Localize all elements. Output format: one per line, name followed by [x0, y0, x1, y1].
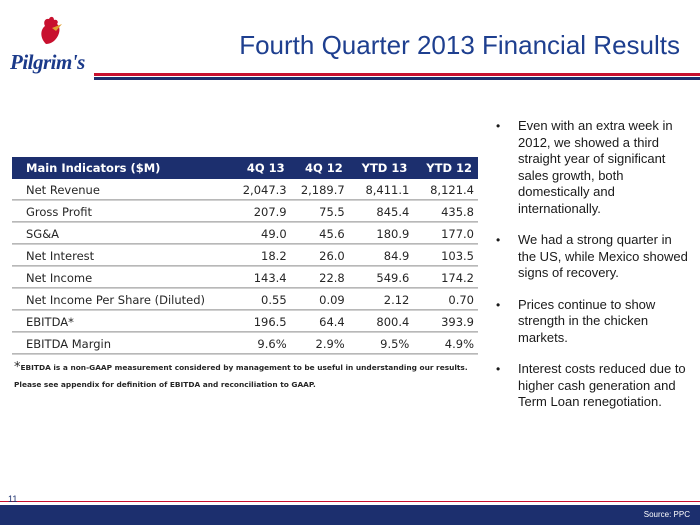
column-header: YTD 13 — [348, 157, 414, 179]
row-label: EBITDA* — [12, 310, 233, 333]
table-cell: 64.4 — [290, 310, 349, 333]
table-cell: 143.4 — [232, 266, 291, 289]
column-header: YTD 12 — [413, 157, 478, 179]
commentary-bullets: • Even with an extra week in 2012, we sh… — [496, 118, 691, 426]
table-cell: 45.6 — [290, 222, 349, 245]
table-row: Net Income Per Share (Diluted) 0.55 0.09… — [12, 288, 478, 311]
brand-name: Pilgrim's — [10, 50, 85, 74]
bullet-item: • Interest costs reduced due to higher c… — [496, 361, 691, 411]
bullet-text: Prices continue to show strength in the … — [518, 296, 656, 345]
footnote-asterisk: * — [14, 360, 21, 375]
row-label: SG&A — [12, 222, 233, 245]
financial-table-panel: Main Indicators ($M) 4Q 13 4Q 12 YTD 13 … — [12, 157, 478, 393]
bullet-item: • Even with an extra week in 2012, we sh… — [496, 118, 691, 217]
table-cell: 2,189.7 — [290, 179, 349, 201]
table-cell: 393.9 — [413, 310, 478, 333]
table-header-row: Main Indicators ($M) 4Q 13 4Q 12 YTD 13 … — [12, 157, 478, 179]
table-cell: 180.9 — [348, 222, 414, 245]
table-cell: 196.5 — [232, 310, 291, 333]
table-cell: 26.0 — [290, 244, 349, 267]
bullet-dot-icon: • — [496, 297, 501, 312]
table-cell: 4.9% — [413, 332, 478, 355]
column-header: Main Indicators ($M) — [12, 157, 233, 179]
bullet-dot-icon: • — [496, 233, 501, 247]
rooster-icon — [41, 16, 62, 44]
table-cell: 177.0 — [413, 222, 478, 245]
bullet-dot-icon: • — [496, 362, 501, 376]
table-cell: 8,121.4 — [413, 179, 478, 201]
table-cell: 549.6 — [348, 266, 414, 289]
bullet-text: We had a strong quarter in the US, while… — [518, 232, 688, 280]
table-row: EBITDA* 196.5 64.4 800.4 393.9 — [12, 310, 478, 333]
table-cell: 22.8 — [290, 266, 349, 289]
table-cell: 75.5 — [290, 200, 349, 223]
table-cell: 0.70 — [413, 288, 478, 311]
table-footnote: *EBITDA is a non-GAAP measurement consid… — [12, 359, 478, 393]
source-note: Source: PPC — [643, 510, 690, 519]
table-row: EBITDA Margin 9.6% 2.9% 9.5% 4.9% — [12, 332, 478, 355]
main-indicators-table: Main Indicators ($M) 4Q 13 4Q 12 YTD 13 … — [12, 157, 478, 355]
table-cell: 9.6% — [232, 332, 291, 355]
table-cell: 8,411.1 — [348, 179, 414, 201]
column-header: 4Q 13 — [232, 157, 291, 179]
table-cell: 84.9 — [348, 244, 414, 267]
footer-bar: Source: PPC — [0, 505, 700, 525]
table-cell: 49.0 — [232, 222, 291, 245]
page-number: 11 — [8, 494, 18, 504]
bullet-text: Interest costs reduced due to higher cas… — [518, 361, 686, 409]
footer-gap — [0, 502, 700, 505]
row-label: Gross Profit — [12, 200, 233, 223]
header-rule-navy — [94, 77, 700, 80]
column-header: 4Q 12 — [290, 157, 349, 179]
footnote-text: EBITDA is a non-GAAP measurement conside… — [14, 363, 468, 389]
row-label: EBITDA Margin — [12, 332, 233, 355]
table-cell: 800.4 — [348, 310, 414, 333]
table-cell: 207.9 — [232, 200, 291, 223]
row-label: Net Interest — [12, 244, 233, 267]
table-cell: 174.2 — [413, 266, 478, 289]
row-label: Net Revenue — [12, 179, 233, 201]
table-row: Gross Profit 207.9 75.5 845.4 435.8 — [12, 200, 478, 223]
table-cell: 2,047.3 — [232, 179, 291, 201]
table-cell: 2.12 — [348, 288, 414, 311]
pilgrims-logo: Pilgrim's — [10, 14, 85, 74]
row-label: Net Income — [12, 266, 233, 289]
footer-rule-red — [0, 501, 700, 502]
table-cell: 18.2 — [232, 244, 291, 267]
table-row: Net Revenue 2,047.3 2,189.7 8,411.1 8,12… — [12, 179, 478, 201]
page-title: Fourth Quarter 2013 Financial Results — [239, 30, 680, 60]
table-cell: 9.5% — [348, 332, 414, 355]
table-cell: 103.5 — [413, 244, 478, 267]
table-cell: 0.09 — [290, 288, 349, 311]
header-rule-red — [94, 73, 700, 76]
bullet-dot-icon: • — [496, 119, 501, 133]
table-cell: 845.4 — [348, 200, 414, 223]
table-row: SG&A 49.0 45.6 180.9 177.0 — [12, 222, 478, 245]
table-row: Net Income 143.4 22.8 549.6 174.2 — [12, 266, 478, 289]
row-label: Net Income Per Share (Diluted) — [12, 288, 233, 311]
table-cell: 0.55 — [232, 288, 291, 311]
bullet-text: Even with an extra week in 2012, we show… — [518, 118, 673, 216]
bullet-item: • We had a strong quarter in the US, whi… — [496, 232, 691, 282]
table-cell: 435.8 — [413, 200, 478, 223]
table-cell: 2.9% — [290, 332, 349, 355]
bullet-item: • Prices continue to show strength in th… — [496, 297, 691, 347]
table-row: Net Interest 18.2 26.0 84.9 103.5 — [12, 244, 478, 267]
